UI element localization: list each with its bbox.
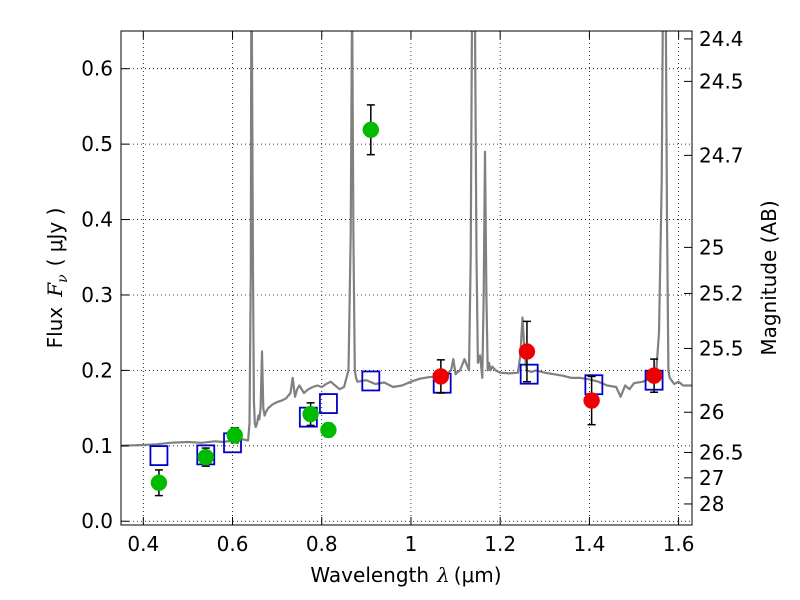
x-tick-label: 0.4 bbox=[127, 532, 159, 556]
y-tick-label: 0.1 bbox=[81, 434, 113, 458]
model-point bbox=[319, 393, 338, 414]
right-tick-label: 24.5 bbox=[699, 69, 744, 93]
y-axis-label: FluxFν( μJy ) bbox=[43, 208, 71, 349]
model-point bbox=[519, 363, 539, 385]
right-tick-label: 26.5 bbox=[699, 440, 744, 464]
x-tick-label: 0.6 bbox=[217, 532, 249, 556]
x-tick-label: 1.4 bbox=[573, 532, 605, 556]
observed-point bbox=[432, 368, 450, 385]
y-tick-label: 0.6 bbox=[81, 57, 113, 81]
right-tick-label: 24.7 bbox=[699, 143, 744, 167]
x-tick-label: 1 bbox=[405, 532, 418, 556]
x-tick-label: 1.2 bbox=[484, 532, 516, 556]
x-tick-label: 0.8 bbox=[306, 532, 338, 556]
observed-point bbox=[362, 121, 380, 139]
observed-point bbox=[226, 427, 244, 444]
plot-area bbox=[121, 31, 692, 497]
y-tick-label: 0.0 bbox=[81, 509, 113, 533]
right-axis-label: Magnitude (AB) bbox=[757, 200, 781, 355]
observed-point bbox=[583, 392, 600, 409]
right-tick-label: 25.5 bbox=[699, 336, 744, 360]
right-tick-label: 25 bbox=[699, 235, 724, 259]
observed-point bbox=[518, 343, 536, 360]
plot-frame bbox=[120, 30, 693, 526]
observed-point bbox=[197, 448, 215, 466]
y-tick-label: 0.4 bbox=[81, 208, 113, 232]
observed-point bbox=[645, 367, 663, 384]
observed-point bbox=[320, 421, 337, 439]
right-tick-label: 24.4 bbox=[699, 27, 744, 51]
right-tick-label: 28 bbox=[699, 492, 724, 516]
x-axis-label: Wavelength λ (μm) bbox=[310, 563, 501, 587]
y-tick-label: 0.2 bbox=[81, 358, 113, 382]
observed-point bbox=[150, 474, 168, 492]
model-point bbox=[361, 370, 381, 392]
observed-point bbox=[302, 405, 319, 423]
axis-ticks: 0.4 0.6 0.8 1 1.2 1.4 1.6 0.0 0.1 0.2 0.3 0.4 0.5 0.6… bbox=[81, 27, 743, 556]
model-point bbox=[149, 445, 169, 467]
right-tick-label: 27 bbox=[699, 466, 724, 490]
y-tick-label: 0.3 bbox=[81, 283, 113, 307]
x-tick-label: 1.6 bbox=[663, 532, 695, 556]
right-tick-label: 26 bbox=[699, 400, 724, 424]
right-tick-label: 25.2 bbox=[699, 281, 744, 305]
y-tick-label: 0.5 bbox=[81, 132, 113, 156]
